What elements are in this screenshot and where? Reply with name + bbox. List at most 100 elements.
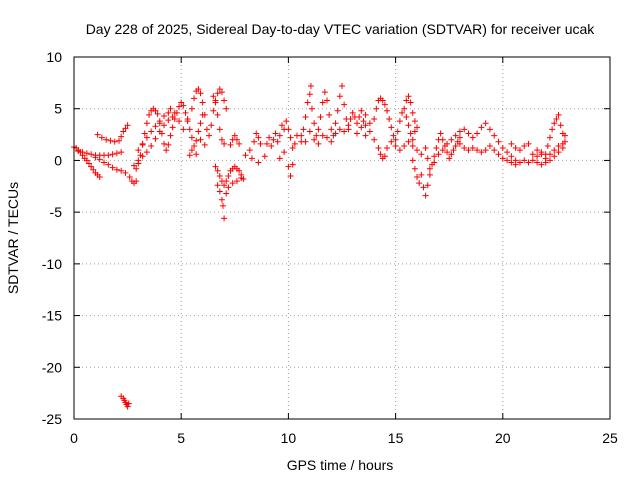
- data-point: [534, 147, 541, 154]
- data-point: [289, 145, 296, 152]
- data-point: [405, 138, 412, 145]
- data-point: [381, 153, 388, 160]
- data-point: [439, 136, 446, 143]
- data-point: [306, 128, 313, 135]
- data-point: [516, 147, 523, 154]
- data-point: [216, 126, 223, 133]
- data-point: [255, 134, 262, 141]
- data-point: [529, 157, 536, 164]
- data-point: [439, 147, 446, 154]
- data-point: [414, 147, 421, 154]
- data-point: [555, 142, 562, 149]
- data-point: [139, 140, 146, 147]
- data-point: [212, 163, 219, 170]
- data-point: [452, 132, 459, 139]
- data-point: [255, 159, 262, 166]
- y-tick-label: 0: [54, 152, 62, 168]
- data-point: [135, 157, 142, 164]
- data-point: [461, 145, 468, 152]
- data-point: [332, 120, 339, 127]
- data-point: [315, 140, 322, 147]
- data-point: [218, 136, 225, 143]
- data-point: [281, 149, 288, 156]
- data-point: [289, 161, 296, 168]
- data-point: [403, 97, 410, 104]
- data-point: [126, 173, 133, 180]
- data-point: [212, 99, 219, 106]
- data-point: [223, 190, 230, 197]
- data-point: [388, 138, 395, 145]
- data-point: [424, 182, 431, 189]
- data-point: [75, 148, 82, 155]
- data-point: [208, 122, 215, 129]
- data-point: [362, 132, 369, 139]
- data-point: [214, 90, 221, 97]
- data-point: [326, 111, 333, 118]
- data-point: [278, 122, 285, 129]
- data-point: [96, 156, 103, 163]
- data-point: [311, 120, 318, 127]
- data-point: [405, 122, 412, 129]
- data-point: [152, 135, 159, 142]
- axis-ticks: [73, 56, 611, 420]
- data-point: [426, 165, 433, 172]
- data-point: [165, 109, 172, 116]
- data-point: [225, 172, 232, 179]
- data-point: [287, 172, 294, 179]
- data-point: [450, 147, 457, 154]
- data-point: [409, 109, 416, 116]
- data-point: [197, 136, 204, 143]
- data-point: [283, 118, 290, 125]
- data-point: [92, 154, 99, 161]
- x-tick-label: 25: [602, 430, 618, 446]
- data-point: [377, 151, 384, 158]
- data-point: [521, 142, 528, 149]
- data-point: [414, 124, 421, 131]
- data-point: [546, 151, 553, 158]
- data-point: [188, 134, 195, 141]
- data-point: [416, 180, 423, 187]
- data-point: [349, 109, 356, 116]
- data-point: [446, 155, 453, 162]
- data-point: [414, 173, 421, 180]
- data-point: [504, 149, 511, 156]
- plot-frame: [73, 56, 611, 420]
- data-point: [512, 161, 519, 168]
- data-point: [307, 82, 314, 89]
- data-point: [203, 126, 210, 133]
- data-point: [191, 142, 198, 149]
- data-point: [534, 153, 541, 160]
- data-point: [88, 163, 95, 170]
- data-point: [253, 130, 260, 137]
- data-point: [435, 151, 442, 158]
- data-point: [362, 122, 369, 129]
- data-point: [315, 126, 322, 133]
- data-point: [401, 142, 408, 149]
- data-point: [124, 403, 131, 410]
- data-point: [469, 134, 476, 141]
- data-point: [195, 86, 202, 93]
- data-point: [193, 137, 200, 144]
- data-point: [311, 136, 318, 143]
- data-point: [113, 150, 120, 157]
- data-point: [551, 120, 558, 127]
- data-point: [246, 147, 253, 154]
- data-point: [384, 107, 391, 114]
- data-point: [323, 97, 330, 104]
- data-point: [396, 118, 403, 125]
- data-point: [491, 147, 498, 154]
- data-point: [542, 159, 549, 166]
- data-point: [546, 157, 553, 164]
- data-point: [366, 128, 373, 135]
- data-point: [465, 130, 472, 137]
- data-point: [411, 165, 418, 172]
- data-point: [141, 130, 148, 137]
- data-point: [495, 138, 502, 145]
- data-point: [557, 122, 564, 129]
- data-point: [516, 159, 523, 166]
- data-point: [251, 138, 258, 145]
- data-point: [122, 125, 129, 132]
- data-point: [341, 128, 348, 135]
- data-point: [474, 147, 481, 154]
